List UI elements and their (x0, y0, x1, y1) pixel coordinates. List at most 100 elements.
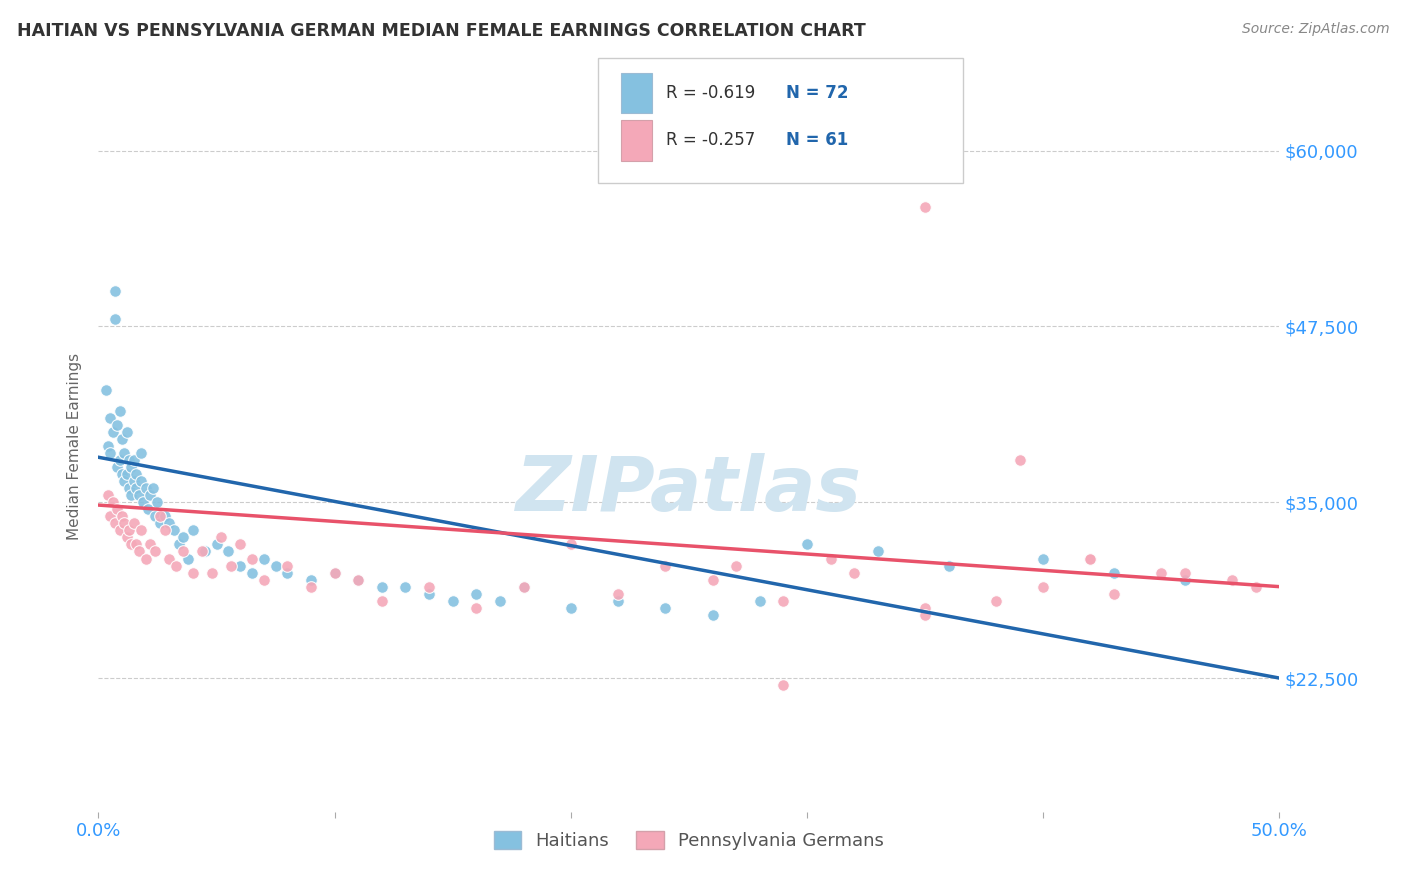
Point (97, 439, 120, 453)
Point (607, 587, 630, 601)
Point (1080, 551, 1102, 566)
Point (104, 312, 127, 326)
Point (725, 558, 748, 573)
Point (240, 566, 263, 580)
Point (347, 573, 370, 587)
Point (118, 453, 141, 467)
Point (276, 566, 298, 580)
Point (122, 453, 145, 467)
Point (104, 516, 127, 531)
Point (984, 593, 1007, 607)
Point (217, 544, 239, 558)
Point (128, 544, 150, 558)
Point (129, 446, 152, 460)
Point (142, 481, 165, 495)
Point (118, 524, 141, 538)
Point (229, 537, 252, 551)
Point (844, 566, 866, 580)
Text: Source: ZipAtlas.com: Source: ZipAtlas.com (1241, 22, 1389, 37)
Point (105, 502, 128, 516)
Point (132, 495, 155, 509)
Legend: Haitians, Pennsylvania Germans: Haitians, Pennsylvania Germans (486, 823, 891, 857)
Point (167, 537, 190, 551)
Point (201, 566, 224, 580)
Point (194, 544, 217, 558)
Point (394, 580, 416, 594)
Point (1174, 566, 1197, 580)
Text: ZIPatlas: ZIPatlas (516, 453, 862, 527)
Point (702, 573, 724, 587)
Point (1102, 566, 1125, 580)
Point (560, 537, 582, 551)
Point (121, 488, 143, 502)
Point (129, 474, 152, 488)
Point (1174, 573, 1197, 587)
Point (163, 524, 186, 538)
Point (253, 551, 276, 566)
Point (560, 600, 582, 615)
Point (489, 593, 512, 607)
Point (299, 573, 322, 587)
Point (299, 580, 322, 594)
Point (157, 516, 180, 531)
Point (98, 446, 121, 460)
Point (115, 530, 138, 544)
Point (135, 481, 157, 495)
Point (172, 544, 194, 558)
Point (143, 509, 166, 524)
Point (702, 607, 724, 622)
Point (1080, 551, 1102, 566)
Point (112, 446, 135, 460)
Point (512, 580, 534, 594)
Point (122, 516, 145, 531)
Point (772, 593, 794, 607)
Point (418, 587, 440, 601)
Point (128, 488, 150, 502)
Point (796, 537, 818, 551)
Text: N = 72: N = 72 (786, 84, 848, 103)
Text: R = -0.619: R = -0.619 (666, 84, 755, 103)
Point (914, 200, 936, 214)
Point (748, 593, 770, 607)
Point (121, 537, 143, 551)
Point (149, 509, 172, 524)
Point (108, 453, 131, 467)
Point (181, 524, 204, 538)
Point (139, 488, 162, 502)
Point (139, 537, 162, 551)
Point (181, 566, 204, 580)
Point (866, 544, 889, 558)
Point (111, 432, 134, 446)
Point (1032, 551, 1054, 566)
Point (165, 558, 187, 573)
Text: R = -0.257: R = -0.257 (666, 131, 755, 150)
Point (371, 593, 394, 607)
Point (112, 474, 135, 488)
Point (820, 551, 842, 566)
Point (1032, 580, 1054, 594)
Point (441, 593, 464, 607)
Point (172, 530, 194, 544)
Point (938, 558, 960, 573)
Point (108, 524, 131, 538)
Point (153, 509, 176, 524)
Point (125, 481, 148, 495)
Point (111, 509, 134, 524)
Text: N = 61: N = 61 (786, 131, 848, 150)
Point (115, 467, 138, 482)
Point (1102, 587, 1125, 601)
Point (276, 558, 298, 573)
Point (129, 524, 152, 538)
Point (191, 544, 214, 558)
Point (122, 474, 145, 488)
Point (229, 558, 252, 573)
Point (1150, 566, 1173, 580)
Point (97, 488, 120, 502)
Point (1220, 573, 1243, 587)
Point (264, 558, 287, 573)
Point (253, 573, 276, 587)
Point (914, 607, 936, 622)
Point (512, 580, 534, 594)
Point (240, 551, 263, 566)
Point (1244, 580, 1267, 594)
